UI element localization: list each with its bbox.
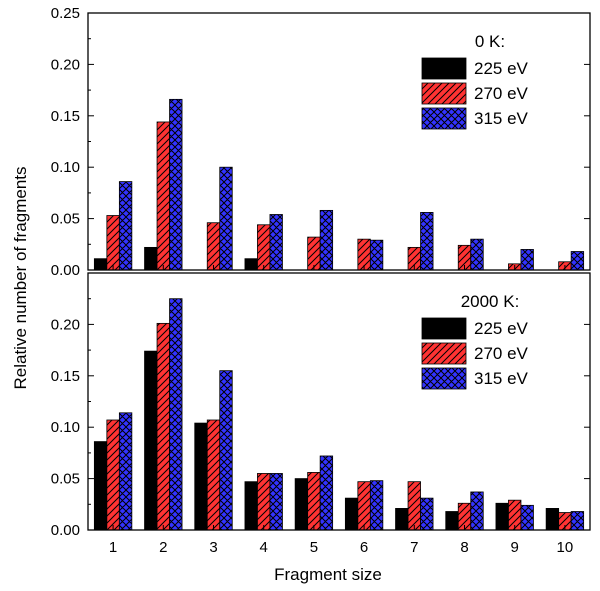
legend-swatch-315ev-2000k bbox=[421, 367, 467, 390]
bar-2000k-315ev-size-2 bbox=[169, 298, 183, 531]
bar-2000k-270ev-size-4 bbox=[257, 473, 271, 531]
legend-title-0k: 0 K: bbox=[475, 32, 505, 51]
bar-2000k-225ev-size-3 bbox=[194, 422, 208, 531]
bar-2000k-225ev-size-1 bbox=[93, 441, 108, 531]
y-tick-label-2000k: 0.00 bbox=[51, 522, 80, 539]
bar-2000k-315ev-size-1 bbox=[118, 412, 133, 531]
bar-2000k-270ev-size-6 bbox=[357, 481, 371, 531]
bar-2000k-270ev-size-3 bbox=[206, 419, 221, 531]
bar-0k-315ev-size-3 bbox=[219, 166, 233, 271]
bar-2000k-270ev-size-7 bbox=[407, 481, 421, 531]
y-tick-label-0k: 0.00 bbox=[51, 262, 80, 279]
y-tick-label-0k: 0.15 bbox=[51, 108, 80, 125]
legend-swatch-270ev-2000k bbox=[421, 342, 467, 365]
bar-0k-315ev-size-4 bbox=[269, 214, 283, 271]
y-axis-title: Relative number of fragments bbox=[11, 167, 30, 390]
bar-0k-270ev-size-1 bbox=[106, 215, 120, 271]
y-tick-label-0k: 0.05 bbox=[51, 211, 80, 228]
x-tick-label: 2 bbox=[159, 539, 167, 556]
bar-2000k-225ev-size-10 bbox=[545, 508, 560, 531]
x-axis-title: Fragment size bbox=[274, 565, 382, 584]
bar-2000k-225ev-size-6 bbox=[344, 497, 359, 531]
bar-2000k-315ev-size-6 bbox=[369, 480, 384, 531]
bar-2000k-315ev-size-7 bbox=[420, 497, 434, 531]
bar-0k-225ev-size-2 bbox=[144, 246, 158, 271]
legend-swatch-315ev-0k bbox=[421, 107, 467, 130]
y-tick-label-2000k: 0.10 bbox=[51, 419, 80, 436]
bar-0k-270ev-size-2 bbox=[156, 121, 170, 271]
x-tick-label: 10 bbox=[557, 539, 574, 556]
bar-2000k-270ev-size-1 bbox=[106, 419, 120, 531]
bar-0k-315ev-size-7 bbox=[420, 212, 434, 271]
bar-2000k-225ev-size-5 bbox=[294, 478, 309, 531]
bar-0k-225ev-size-1 bbox=[93, 258, 108, 271]
bar-0k-270ev-size-3 bbox=[206, 222, 221, 271]
legend-label-270ev-0k: 270 eV bbox=[474, 84, 529, 103]
bar-2000k-270ev-size-2 bbox=[156, 322, 170, 531]
y-tick-label-0k: 0.20 bbox=[51, 56, 80, 73]
x-tick-label: 9 bbox=[511, 539, 519, 556]
bar-0k-270ev-size-4 bbox=[257, 224, 271, 271]
bar-0k-315ev-size-5 bbox=[319, 209, 334, 271]
legend-label-225ev-2000k: 225 eV bbox=[474, 319, 529, 338]
panel-0k: 0.00 0.05 0.10 0.15 0.20 0.25 0 K: 225 eV 270 eV… bbox=[51, 5, 591, 279]
bar-2000k-225ev-size-9 bbox=[495, 502, 509, 531]
bar-2000k-225ev-size-4 bbox=[244, 481, 258, 531]
bar-2000k-315ev-size-10 bbox=[570, 511, 585, 531]
panel-2000k: 0.00 0.05 0.10 0.15 0.20 1 2 3 4 5 6 7 8 9 10 2000 K: 22… bbox=[51, 272, 591, 556]
y-tick-label-0k: 0.25 bbox=[51, 5, 80, 22]
bar-2000k-315ev-size-8 bbox=[470, 491, 484, 531]
legend-label-315ev-0k: 315 eV bbox=[474, 109, 529, 128]
bar-0k-315ev-size-6 bbox=[369, 239, 384, 271]
bar-0k-315ev-size-10 bbox=[570, 251, 585, 271]
legend-label-270ev-2000k: 270 eV bbox=[474, 344, 529, 363]
bar-0k-315ev-size-9 bbox=[520, 249, 534, 271]
x-tick-label: 5 bbox=[310, 539, 318, 556]
bar-2000k-315ev-size-4 bbox=[269, 473, 283, 531]
legend-swatch-225ev-2000k bbox=[421, 317, 467, 340]
bar-2000k-225ev-size-7 bbox=[395, 508, 409, 531]
y-tick-label-0k: 0.10 bbox=[51, 159, 80, 176]
y-tick-label-2000k: 0.15 bbox=[51, 368, 80, 385]
legend-label-225ev-0k: 225 eV bbox=[474, 59, 529, 78]
x-tick-label: 7 bbox=[410, 539, 418, 556]
bar-0k-315ev-size-1 bbox=[118, 181, 133, 271]
y-tick-label-2000k: 0.20 bbox=[51, 316, 80, 333]
bar-2000k-270ev-size-5 bbox=[307, 472, 321, 531]
x-tick-label: 6 bbox=[360, 539, 368, 556]
legend-swatch-270ev-0k bbox=[421, 82, 467, 105]
legend-label-315ev-2000k: 315 eV bbox=[474, 369, 529, 388]
legend-title-2000k: 2000 K: bbox=[461, 292, 520, 311]
bar-2000k-315ev-size-3 bbox=[219, 370, 233, 531]
bar-0k-315ev-size-8 bbox=[470, 238, 484, 271]
x-tick-label: 1 bbox=[109, 539, 117, 556]
bar-2000k-225ev-size-8 bbox=[445, 511, 459, 531]
bar-2000k-315ev-size-5 bbox=[319, 455, 334, 531]
y-tick-label-2000k: 0.05 bbox=[51, 471, 80, 488]
legend-swatch-225ev-0k bbox=[421, 57, 467, 80]
bar-0k-315ev-size-2 bbox=[169, 98, 183, 271]
x-tick-label: 3 bbox=[209, 539, 217, 556]
x-tick-label: 8 bbox=[460, 539, 468, 556]
bar-2000k-225ev-size-2 bbox=[144, 350, 158, 531]
x-tick-label: 4 bbox=[260, 539, 268, 556]
bar-0k-225ev-size-4 bbox=[244, 258, 258, 271]
bar-2000k-315ev-size-9 bbox=[520, 504, 534, 531]
